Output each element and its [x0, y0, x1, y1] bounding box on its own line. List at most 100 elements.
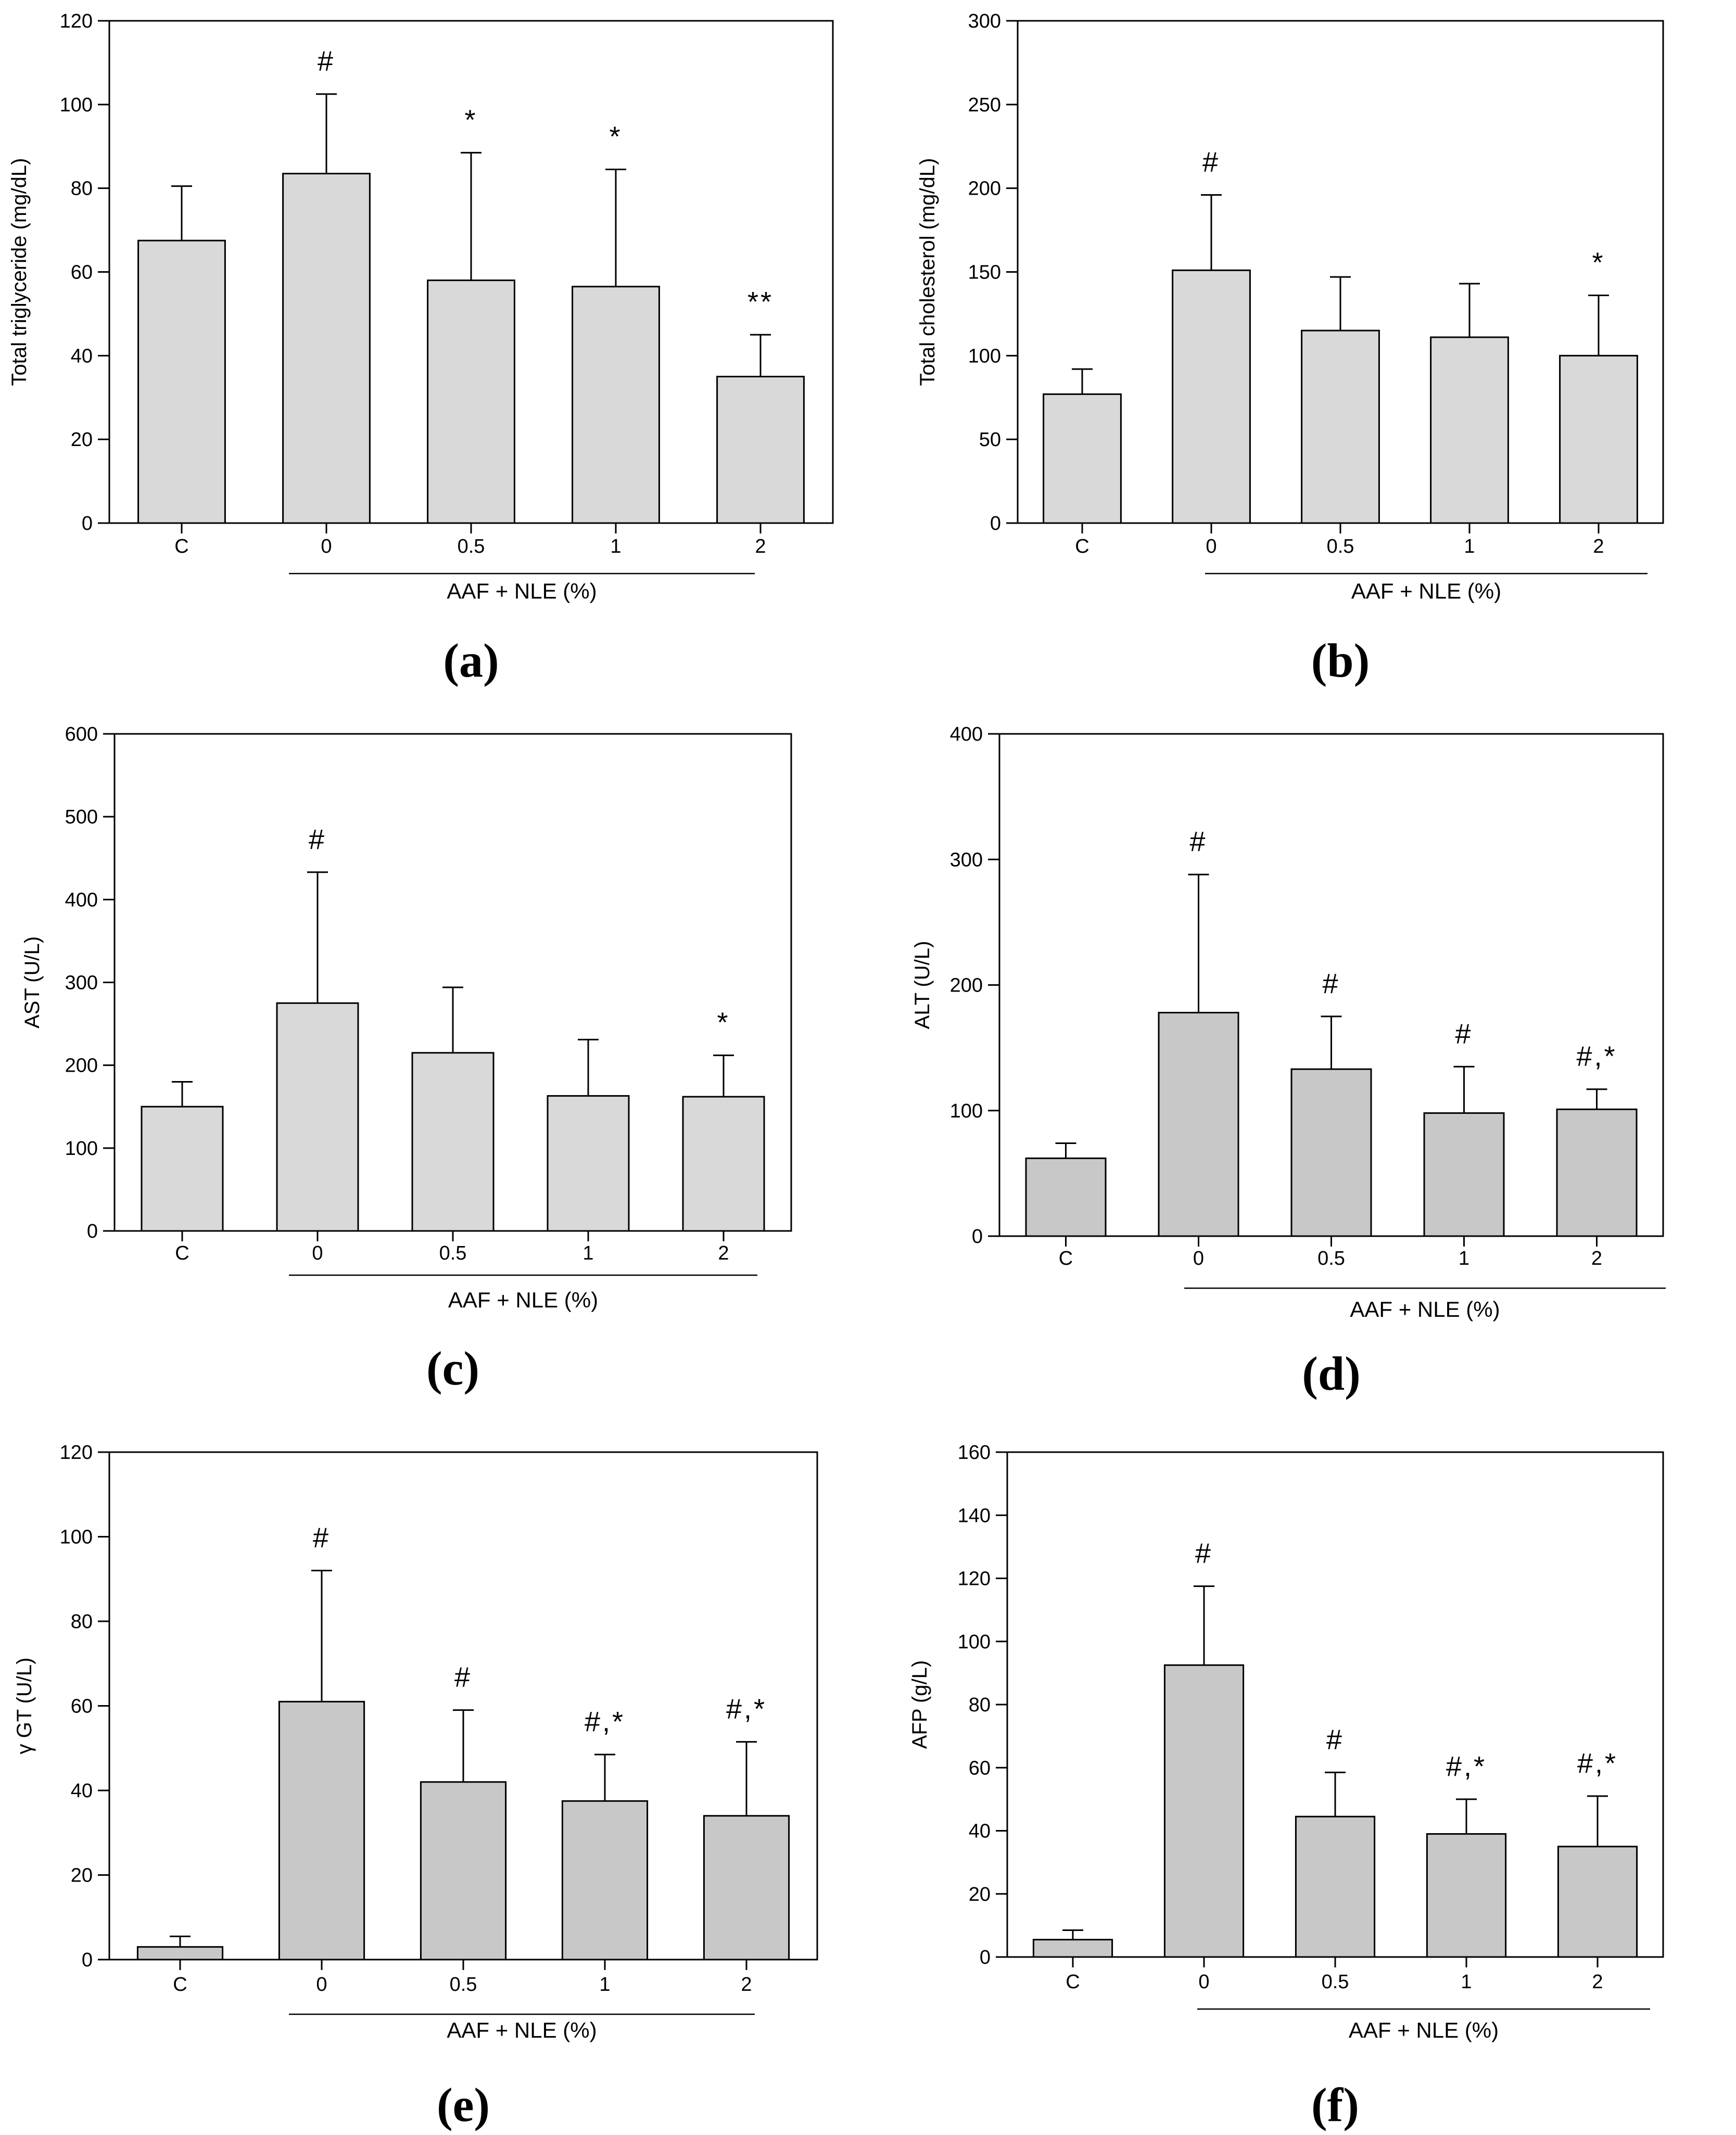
bar — [572, 286, 660, 524]
y-tick-label: 60 — [71, 262, 93, 284]
significance-mark: # — [1326, 1724, 1344, 1755]
y-tick-label: 300 — [65, 972, 98, 994]
bar — [141, 1105, 224, 1232]
bar — [278, 1700, 365, 1961]
bar — [427, 279, 515, 524]
x-tick-label: 0.5 — [1317, 1248, 1345, 1269]
y-tick-label: 250 — [968, 94, 1001, 116]
x-tick-label: 0 — [321, 536, 332, 557]
x-tick-label: 2 — [1593, 536, 1604, 557]
y-tick-label: 40 — [71, 1780, 93, 1802]
bar — [136, 1946, 224, 1961]
bar — [1172, 269, 1251, 524]
y-tick-label: 0 — [972, 1226, 983, 1248]
significance-mark: # — [1189, 826, 1207, 857]
y-axis-title: ALT (U/L) — [911, 941, 934, 1030]
y-axis-title: AFP (g/L) — [908, 1660, 931, 1749]
significance-mark: #,* — [585, 1706, 625, 1737]
y-tick-label: 100 — [958, 1631, 991, 1653]
x-tick-label: C — [173, 1974, 187, 1996]
x-axis-title: AAF + NLE (%) — [1351, 579, 1501, 603]
x-tick-label: 2 — [718, 1242, 729, 1264]
x-tick-label: 0.5 — [1322, 1971, 1349, 1993]
x-tick-label: 2 — [741, 1974, 752, 1996]
x-tick-label: 0 — [316, 1974, 327, 1996]
y-tick-label: 160 — [958, 1442, 991, 1464]
x-tick-label: 0.5 — [458, 536, 485, 557]
y-tick-label: 0 — [980, 1947, 991, 1968]
x-axis-title: AAF + NLE (%) — [1349, 2018, 1499, 2042]
y-tick-label: 150 — [968, 262, 1001, 284]
y-axis-title: AST (U/L) — [21, 936, 44, 1028]
bar — [420, 1781, 507, 1961]
bar — [561, 1800, 649, 1961]
bar — [703, 1815, 790, 1961]
x-tick-label: 2 — [755, 536, 766, 557]
significance-mark: #,* — [1446, 1751, 1487, 1782]
y-tick-label: 100 — [60, 94, 93, 116]
x-axis-title: AAF + NLE (%) — [448, 1288, 598, 1312]
x-tick-label: 0 — [1206, 536, 1217, 557]
y-tick-label: 300 — [950, 849, 983, 871]
y-tick-label: 80 — [71, 1611, 93, 1633]
bar — [1158, 1012, 1239, 1237]
significance-mark: # — [1322, 968, 1340, 999]
significance-mark: #,* — [726, 1694, 767, 1725]
bar — [1430, 336, 1509, 524]
y-tick-label: 60 — [969, 1757, 991, 1779]
y-tick-label: 100 — [968, 345, 1001, 367]
y-tick-label: 400 — [950, 723, 983, 745]
significance-mark: ** — [747, 286, 774, 317]
chart-panel-1: 0 20 40 60 80 100 120 C 0 #0.5 * 1 * 2 ** Total triglyc… — [8, 10, 834, 687]
bar — [547, 1095, 630, 1232]
y-tick-label: 100 — [60, 1527, 93, 1548]
y-tick-label: 200 — [65, 1055, 98, 1077]
significance-mark: #,* — [1577, 1748, 1618, 1779]
y-tick-label: 40 — [969, 1821, 991, 1842]
panel-label: (e) — [437, 2078, 490, 2131]
y-tick-label: 20 — [969, 1884, 991, 1905]
significance-mark: * — [609, 121, 622, 152]
x-tick-label: 0 — [1198, 1971, 1209, 1993]
significance-mark: # — [313, 1522, 331, 1554]
x-tick-label: 1 — [1464, 536, 1475, 557]
x-tick-label: 0.5 — [450, 1974, 477, 1996]
x-tick-label: 0.5 — [439, 1242, 467, 1264]
x-tick-label: 1 — [599, 1974, 610, 1996]
significance-mark: # — [1455, 1018, 1473, 1049]
bar — [276, 1002, 359, 1232]
chart-panel-2: 0 50 100 150 200 250 300 C 0 #0.5 1 2 * Total cholest… — [916, 10, 1664, 687]
bar — [411, 1052, 495, 1232]
y-tick-label: 200 — [968, 178, 1001, 200]
y-tick-label: 0 — [87, 1221, 98, 1242]
bar — [137, 239, 226, 524]
y-tick-label: 100 — [950, 1100, 983, 1122]
y-tick-label: 40 — [71, 345, 93, 367]
y-tick-label: 60 — [71, 1696, 93, 1718]
x-tick-label: 1 — [1459, 1248, 1469, 1269]
x-tick-label: 0 — [1193, 1248, 1204, 1269]
bar — [1423, 1112, 1505, 1237]
bar — [282, 173, 371, 524]
y-axis-title: Total cholesterol (mg/dL) — [916, 158, 939, 386]
y-tick-label: 80 — [969, 1694, 991, 1716]
x-axis-title: AAF + NLE (%) — [447, 2018, 597, 2042]
bar — [1556, 1108, 1638, 1237]
panel-label: (c) — [426, 1342, 479, 1395]
x-axis-title: AAF + NLE (%) — [1350, 1297, 1500, 1321]
bar — [1025, 1157, 1107, 1237]
y-tick-label: 500 — [65, 806, 98, 828]
x-axis-title: AAF + NLE (%) — [447, 579, 597, 603]
chart-panel-4: 0 100 200 300 400 C 0 #0.5 #1 #2 #,* ALT (U/L) AAF +… — [911, 723, 1666, 1400]
y-tick-label: 20 — [71, 429, 93, 451]
significance-mark: * — [464, 104, 477, 135]
bar — [1032, 1939, 1113, 1958]
panel-label: (a) — [443, 634, 499, 687]
x-tick-label: 1 — [582, 1242, 593, 1264]
significance-mark: # — [318, 46, 335, 77]
bar — [1295, 1815, 1376, 1958]
panel-label: (b) — [1311, 634, 1370, 687]
y-tick-label: 0 — [82, 1949, 93, 1971]
y-tick-label: 120 — [60, 1442, 93, 1464]
bar — [1163, 1664, 1245, 1958]
